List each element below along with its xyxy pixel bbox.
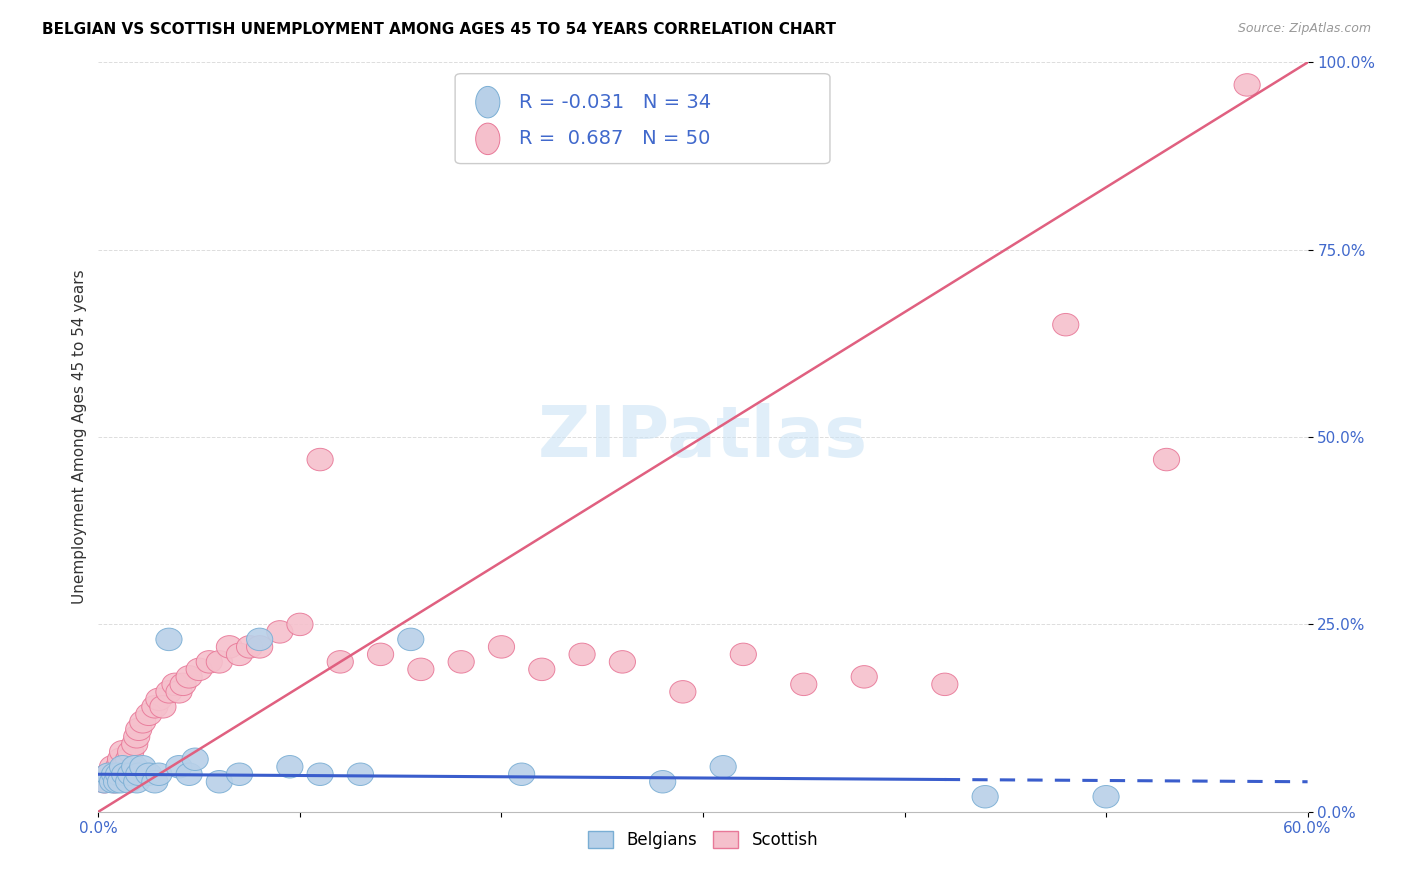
Ellipse shape xyxy=(101,771,128,793)
Ellipse shape xyxy=(267,621,292,643)
Text: ZIPatlas: ZIPatlas xyxy=(538,402,868,472)
Ellipse shape xyxy=(146,763,172,786)
Ellipse shape xyxy=(91,771,118,793)
Ellipse shape xyxy=(246,628,273,650)
Ellipse shape xyxy=(124,771,150,793)
Ellipse shape xyxy=(150,696,176,718)
Ellipse shape xyxy=(475,87,501,118)
Ellipse shape xyxy=(121,733,148,756)
Ellipse shape xyxy=(118,763,143,786)
Ellipse shape xyxy=(115,771,142,793)
Ellipse shape xyxy=(287,613,314,636)
Ellipse shape xyxy=(121,756,148,778)
Ellipse shape xyxy=(100,771,125,793)
Ellipse shape xyxy=(110,740,136,763)
Ellipse shape xyxy=(1092,786,1119,808)
Ellipse shape xyxy=(111,756,138,778)
Ellipse shape xyxy=(307,763,333,786)
Ellipse shape xyxy=(207,771,232,793)
Ellipse shape xyxy=(136,763,162,786)
Ellipse shape xyxy=(226,643,253,665)
Ellipse shape xyxy=(932,673,957,696)
Ellipse shape xyxy=(408,658,434,681)
Text: Source: ZipAtlas.com: Source: ZipAtlas.com xyxy=(1237,22,1371,36)
Ellipse shape xyxy=(166,756,193,778)
Ellipse shape xyxy=(156,681,181,703)
Ellipse shape xyxy=(100,756,125,778)
Text: BELGIAN VS SCOTTISH UNEMPLOYMENT AMONG AGES 45 TO 54 YEARS CORRELATION CHART: BELGIAN VS SCOTTISH UNEMPLOYMENT AMONG A… xyxy=(42,22,837,37)
Ellipse shape xyxy=(181,748,208,771)
Ellipse shape xyxy=(96,763,121,786)
Ellipse shape xyxy=(1153,449,1180,471)
Ellipse shape xyxy=(107,748,134,771)
Ellipse shape xyxy=(398,628,423,650)
Ellipse shape xyxy=(972,786,998,808)
Ellipse shape xyxy=(1053,313,1078,336)
Legend: Belgians, Scottish: Belgians, Scottish xyxy=(581,824,825,855)
Ellipse shape xyxy=(475,123,501,154)
Ellipse shape xyxy=(142,696,167,718)
Ellipse shape xyxy=(118,740,143,763)
Ellipse shape xyxy=(710,756,737,778)
Ellipse shape xyxy=(104,771,129,793)
Ellipse shape xyxy=(176,665,202,688)
Ellipse shape xyxy=(790,673,817,696)
Ellipse shape xyxy=(170,673,197,696)
Ellipse shape xyxy=(347,763,374,786)
Text: R =  0.687   N = 50: R = 0.687 N = 50 xyxy=(519,129,710,148)
Ellipse shape xyxy=(124,725,150,748)
Ellipse shape xyxy=(277,756,302,778)
Ellipse shape xyxy=(111,763,138,786)
Ellipse shape xyxy=(529,658,555,681)
Ellipse shape xyxy=(650,771,676,793)
Ellipse shape xyxy=(129,711,156,733)
Ellipse shape xyxy=(125,763,152,786)
Ellipse shape xyxy=(156,628,181,650)
Ellipse shape xyxy=(488,636,515,658)
Y-axis label: Unemployment Among Ages 45 to 54 years: Unemployment Among Ages 45 to 54 years xyxy=(72,269,87,605)
Ellipse shape xyxy=(367,643,394,665)
Ellipse shape xyxy=(104,763,129,786)
Ellipse shape xyxy=(101,763,128,786)
Ellipse shape xyxy=(162,673,188,696)
Ellipse shape xyxy=(307,449,333,471)
Ellipse shape xyxy=(609,650,636,673)
Ellipse shape xyxy=(207,650,232,673)
Ellipse shape xyxy=(197,650,222,673)
Text: R = -0.031   N = 34: R = -0.031 N = 34 xyxy=(519,93,711,112)
Ellipse shape xyxy=(246,636,273,658)
Ellipse shape xyxy=(146,688,172,711)
Ellipse shape xyxy=(669,681,696,703)
Ellipse shape xyxy=(851,665,877,688)
Ellipse shape xyxy=(107,771,134,793)
Ellipse shape xyxy=(176,763,202,786)
Ellipse shape xyxy=(129,756,156,778)
Ellipse shape xyxy=(115,748,142,771)
Ellipse shape xyxy=(226,763,253,786)
Ellipse shape xyxy=(105,763,132,786)
Ellipse shape xyxy=(569,643,595,665)
Ellipse shape xyxy=(125,718,152,740)
Ellipse shape xyxy=(730,643,756,665)
Ellipse shape xyxy=(105,756,132,778)
Ellipse shape xyxy=(91,771,118,793)
Ellipse shape xyxy=(449,650,474,673)
Ellipse shape xyxy=(142,771,167,793)
Ellipse shape xyxy=(328,650,353,673)
Ellipse shape xyxy=(236,636,263,658)
Ellipse shape xyxy=(166,681,193,703)
Ellipse shape xyxy=(217,636,242,658)
Ellipse shape xyxy=(509,763,534,786)
FancyBboxPatch shape xyxy=(456,74,830,163)
Ellipse shape xyxy=(186,658,212,681)
Ellipse shape xyxy=(110,756,136,778)
Ellipse shape xyxy=(136,703,162,725)
Ellipse shape xyxy=(96,763,121,786)
Ellipse shape xyxy=(1234,74,1260,96)
